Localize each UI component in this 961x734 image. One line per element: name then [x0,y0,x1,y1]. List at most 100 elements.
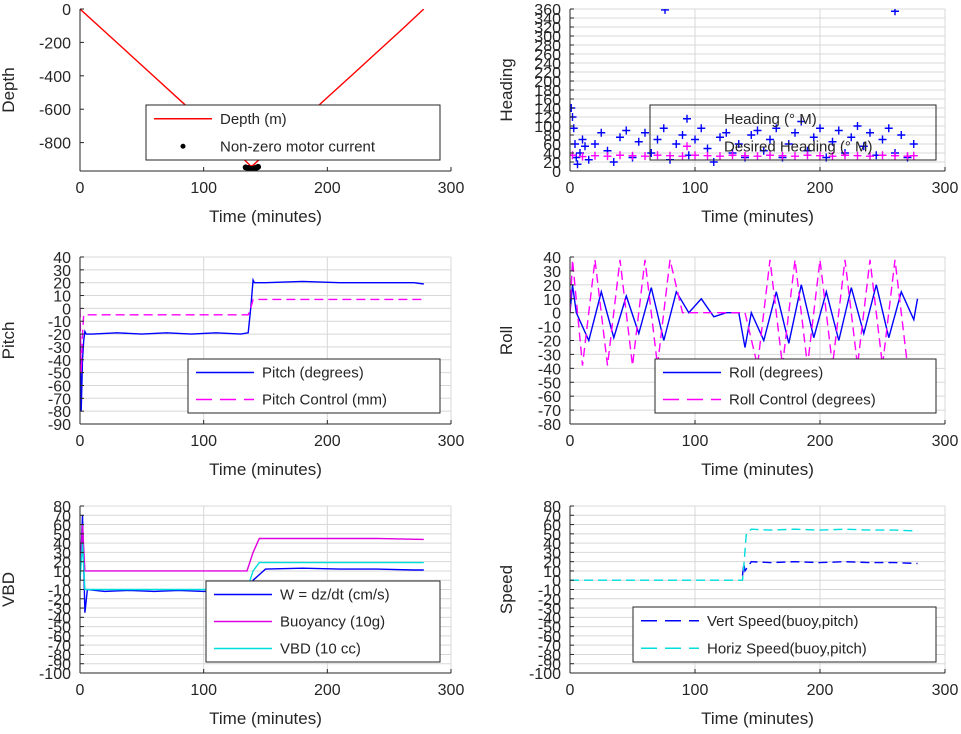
series-horiz-speed-buoy-pitch [570,528,918,581]
legend-label: Depth (m) [220,111,287,128]
data-point [603,152,612,161]
legend-box [632,606,937,663]
y-tick-label: 220 [534,65,561,82]
panel-roll: 0 100 200 300403020100-10-20-30-40-50-60-70… [497,250,958,479]
x-tick-label: 200 [807,433,834,450]
y-tick-label: 0 [552,306,561,323]
x-tick-label: 100 [190,433,217,450]
series-pitch-control-mm [80,298,424,373]
y-tick-label: 360 [534,2,561,19]
x-tick-label: 200 [314,433,341,450]
x-tick-label: 200 [314,180,341,197]
data-point [573,160,582,169]
x-tick-label: 300 [438,682,465,699]
data-point [653,151,662,160]
data-point [255,163,262,170]
data-point [797,117,806,126]
series-group [80,9,425,171]
series-buoyancy-10g [80,524,424,581]
y-tick-label: 120 [534,110,561,127]
y-tick-label: 40 [543,536,561,553]
x-tick-label: 0 [76,180,85,197]
data-point [859,142,868,151]
series-desired-heading-m [570,151,918,161]
y-tick-label: 10 [543,292,561,309]
legend: Vert Speed(buoy,pitch) Horiz Speed(buoy,p… [632,606,937,663]
y-tick-label: 30 [53,545,71,562]
legend: Depth (m) Non-zero motor current [145,104,441,161]
x-tick-label: 0 [566,180,575,197]
legend-box [654,358,937,414]
panel-depth: 0 100 200 300 0 -200 -400 -600 -800 Time (minutes… [0,2,464,226]
data-point [847,133,856,142]
y-tick-label: 40 [543,146,561,163]
x-tick-label: 100 [682,180,709,197]
legend: W = dz/dt (cm/s) Buoyancy (10g) VBD (10 cc… [205,580,441,663]
y-tick-label: 320 [534,20,561,37]
data-point [878,135,887,144]
legend: Heading (° M) Desired Heading (° M) [649,104,937,161]
series-non-zero-motor-current [242,163,262,171]
y-tick-label: 240 [534,56,561,73]
legend-label: Desired Heading (° M) [724,138,873,155]
legend-box [145,104,441,161]
y-axis-label: Pitch [0,322,18,360]
y-tick-label: 80 [53,499,71,516]
y-tick-label: 340 [534,11,561,28]
y-tick-label: 40 [53,536,71,553]
data-point [853,122,862,130]
y-tick-label: 10 [53,564,71,581]
panel-heading: 0 100 200 300020406080100120140160180200220… [497,2,958,226]
data-point [653,135,662,144]
y-axis-label: Depth [0,67,18,112]
data-point [747,131,756,139]
y-tick-label: -30 [538,601,561,618]
y-tick-label: -90 [48,657,71,674]
panel-speed: 0 100 200 30080706050403020100-10-20-30-40-… [497,499,958,728]
y-tick-label: -60 [538,629,561,646]
data-point [816,124,824,133]
data-point [691,151,699,160]
y-tick-label: -50 [48,620,71,637]
x-axis-label: Time (minutes) [701,460,814,479]
data-point [897,131,906,139]
data-point [709,158,718,166]
data-point [816,151,824,160]
data-point [616,151,624,160]
data-point [766,151,774,160]
y-tick-label: -40 [48,353,71,370]
legend-label: Pitch Control (mm) [262,392,387,409]
data-point [741,151,749,160]
data-point [578,152,587,161]
y-tick-label: 160 [534,92,561,109]
data-point [834,126,843,135]
data-point [641,152,649,161]
legend-label: Roll Control (degrees) [729,392,876,409]
y-tick-label: 20 [543,555,561,572]
legend-box [187,358,441,414]
data-point [678,131,687,139]
series-group [570,9,918,169]
x-tick-label: 300 [438,433,465,450]
data-point [609,158,618,166]
y-tick-label: -50 [538,375,561,392]
y-tick-label: 20 [53,276,71,293]
y-tick-label: -70 [48,391,71,408]
legend-label: Non-zero motor current [220,138,376,155]
x-tick-label: 0 [566,682,575,699]
legend-label: Roll (degrees) [729,365,823,382]
x-tick-label: 100 [682,433,709,450]
x-tick-label: 0 [76,433,85,450]
y-tick-label: 100 [534,119,561,136]
series-heading-m [570,9,918,169]
data-point [634,137,643,146]
data-point [909,151,918,160]
y-tick-label: -90 [48,417,71,434]
y-tick-label: -100 [529,666,561,683]
data-point [753,126,762,135]
y-tick-label: -50 [538,620,561,637]
y-tick-label: 0 [552,573,561,590]
legend-label: W = dz/dt (cm/s) [280,587,390,604]
y-tick-label: 50 [543,527,561,544]
